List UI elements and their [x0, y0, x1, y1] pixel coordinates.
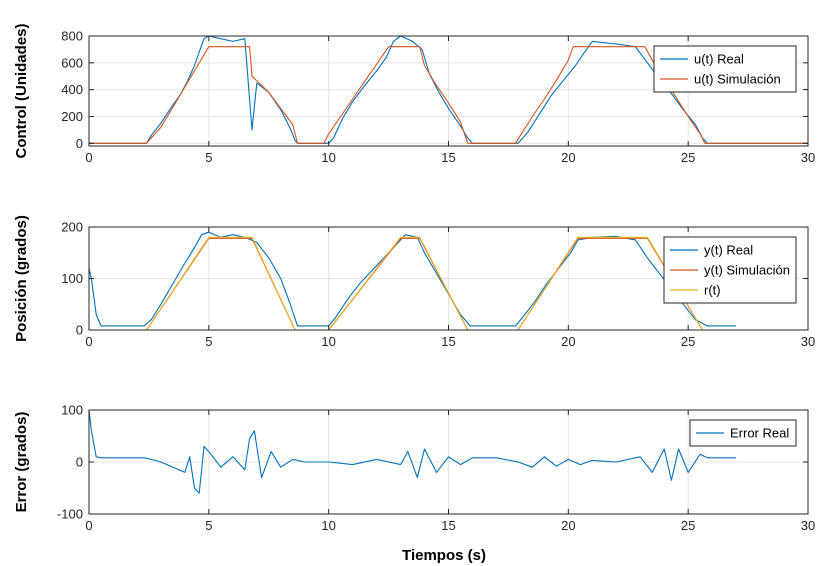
x-tick-label: 0 — [85, 334, 92, 349]
series-line-1 — [88, 409, 737, 494]
x-axis-label: Tiempos (s) — [402, 547, 486, 564]
x-tick-label: 30 — [801, 518, 815, 533]
x-tick-label: 15 — [441, 518, 455, 533]
x-tick-label: 30 — [801, 150, 815, 165]
series-line-3 — [89, 236, 808, 331]
legend-entry: u(t) Real — [694, 52, 744, 67]
x-tick-label: 15 — [441, 334, 455, 349]
y-tick-label: 0 — [76, 136, 83, 151]
x-tick-label: 20 — [561, 518, 575, 533]
x-tick-label: 20 — [561, 150, 575, 165]
x-tick-label: 5 — [205, 334, 212, 349]
series-line-2 — [89, 46, 808, 144]
series-group — [88, 231, 808, 331]
x-tick-label: 5 — [205, 150, 212, 165]
x-tick-label: 5 — [205, 518, 212, 533]
y-tick-label: 100 — [61, 403, 83, 418]
y-axis-label: Posición (grados) — [13, 215, 30, 342]
legend-entry: u(t) Simulación — [694, 72, 781, 87]
legend-entry: y(t) Real — [704, 243, 753, 258]
legend: Error Real — [689, 419, 797, 447]
ticks: 0 5 10 15 20 25 30 0 100 200 — [61, 220, 815, 350]
subplot-1: 0 5 10 15 20 25 30 0 200 400 600 800 Control (Unidad… — [13, 24, 815, 166]
x-tick-label: 25 — [681, 150, 695, 165]
series-group — [88, 409, 737, 494]
x-tick-label: 10 — [321, 518, 335, 533]
series-line-2 — [89, 237, 808, 331]
y-tick-label: 100 — [61, 271, 83, 286]
ticks: 0 5 10 15 20 25 30 0 200 400 600 800 — [61, 29, 815, 166]
series-line-1 — [89, 35, 808, 144]
y-axis-label: Control (Unidades) — [13, 24, 30, 159]
x-tick-label: 0 — [85, 150, 92, 165]
legend-box — [653, 45, 797, 93]
series-line-1 — [88, 231, 737, 327]
y-tick-label: 0 — [76, 323, 83, 338]
legend-entry: y(t) Simulación — [704, 263, 790, 278]
x-tick-label: 10 — [321, 150, 335, 165]
legend-entry: Error Real — [730, 426, 789, 441]
y-axis-label: Error (grados) — [13, 412, 30, 513]
x-tick-label: 10 — [321, 334, 335, 349]
series-group — [89, 35, 808, 144]
x-tick-label: 0 — [85, 518, 92, 533]
y-tick-label: 200 — [61, 220, 83, 235]
x-tick-label: 25 — [681, 518, 695, 533]
y-tick-label: 600 — [61, 55, 83, 70]
legend-entry: r(t) — [704, 283, 721, 298]
y-tick-label: -100 — [57, 507, 83, 522]
x-tick-label: 30 — [801, 334, 815, 349]
legend: u(t) Real u(t) Simulación — [653, 45, 797, 93]
y-tick-label: 400 — [61, 82, 83, 97]
x-tick-label: 15 — [441, 150, 455, 165]
x-tick-label: 25 — [681, 334, 695, 349]
y-tick-label: 0 — [76, 455, 83, 470]
legend: y(t) Real y(t) Simulación r(t) — [663, 236, 797, 304]
y-tick-label: 800 — [61, 29, 83, 44]
x-tick-label: 20 — [561, 334, 575, 349]
subplot-2: 0 5 10 15 20 25 30 0 100 200 Posición (grados) y(t)… — [13, 215, 815, 349]
y-tick-label: 200 — [61, 109, 83, 124]
